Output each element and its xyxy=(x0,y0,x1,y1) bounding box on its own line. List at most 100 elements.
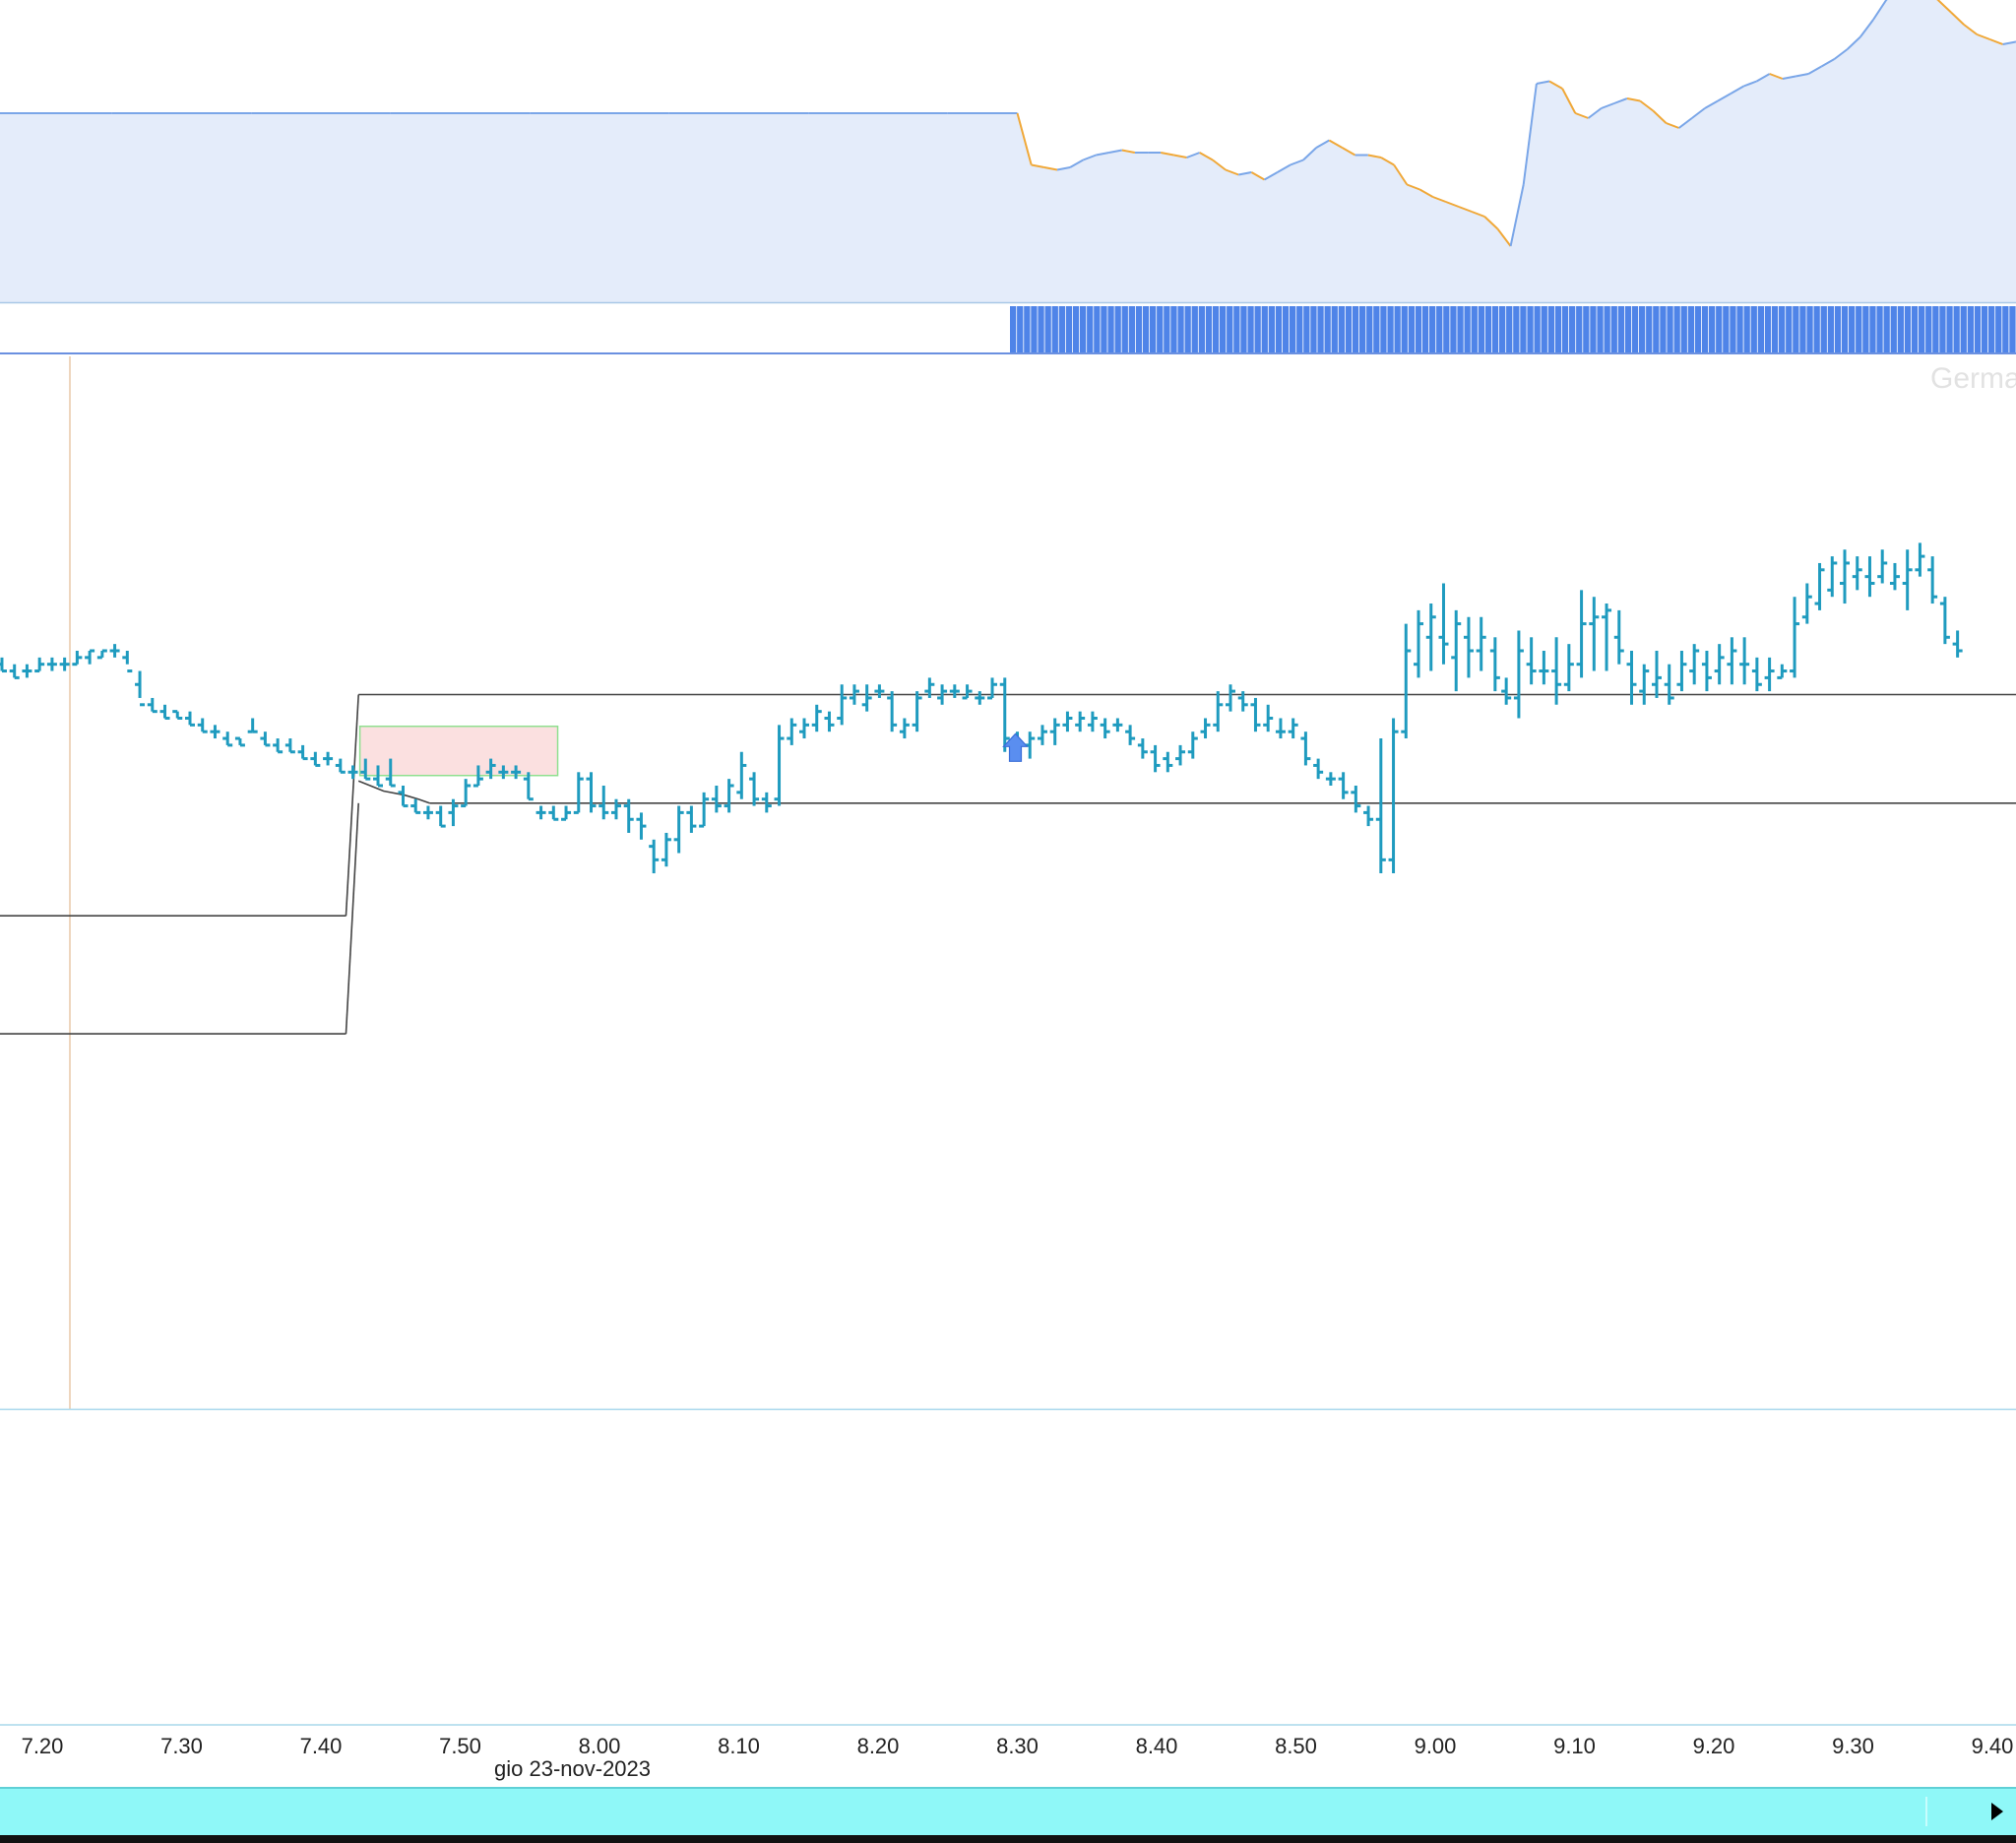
volume-bar xyxy=(1114,306,1121,352)
x-tick-label: 8.10 xyxy=(718,1734,760,1758)
indicator-segment xyxy=(1717,93,1732,102)
ohlc-bar xyxy=(422,805,433,820)
ohlc-bar xyxy=(1338,772,1349,799)
volume-bars[interactable] xyxy=(1010,306,2016,352)
ohlc-bar xyxy=(1125,725,1136,745)
ohlc-bar xyxy=(273,738,284,754)
ohlc-bar xyxy=(1915,542,1925,577)
scroll-right-button[interactable] xyxy=(1983,1795,2012,1828)
volume-bar xyxy=(1157,306,1164,352)
ohlc-bar xyxy=(837,684,848,726)
volume-bar xyxy=(1254,306,1261,352)
ohlc-bar xyxy=(1300,731,1311,766)
ohlc-bar xyxy=(1075,711,1086,732)
ohlc-bar xyxy=(1714,644,1725,685)
volume-bar xyxy=(1401,306,1408,352)
ohlc-bar xyxy=(824,711,835,732)
ohlc-bar xyxy=(1062,711,1073,732)
x-tick-label: 7.20 xyxy=(22,1734,64,1758)
volume-bar xyxy=(1869,306,1876,352)
ohlc-bar xyxy=(999,677,1010,752)
volume-bar xyxy=(1240,306,1247,352)
volume-strip xyxy=(0,306,2016,354)
ohlc-bar xyxy=(1902,549,1913,610)
volume-bar xyxy=(1799,306,1806,352)
volume-bar xyxy=(1736,306,1743,352)
level-lines[interactable] xyxy=(0,693,2016,1035)
volume-bar xyxy=(1694,306,1702,352)
volume-bar xyxy=(1764,306,1772,352)
ohlc-bar xyxy=(1651,651,1662,698)
indicator-line xyxy=(0,0,2016,247)
x-tick-label: 7.50 xyxy=(439,1734,481,1758)
ohlc-bar xyxy=(962,684,973,700)
volume-bar xyxy=(1080,306,1087,352)
buy-arrow-icon[interactable] xyxy=(1002,732,1029,762)
ohlc-bar xyxy=(636,812,647,840)
indicator-segment xyxy=(1161,152,1174,157)
volume-bar xyxy=(1967,306,1974,352)
scroll-thumb-edge[interactable] xyxy=(1925,1797,1927,1826)
indicator-segment xyxy=(1016,112,1033,165)
indicator-segment xyxy=(1471,211,1485,218)
volume-bar xyxy=(1212,306,1220,352)
volume-bar xyxy=(1919,306,1925,352)
volume-bar xyxy=(1604,306,1610,352)
volume-bar xyxy=(1597,306,1604,352)
x-tick-label: 7.30 xyxy=(160,1734,203,1758)
volume-bar xyxy=(1177,306,1184,352)
volume-bar xyxy=(1421,306,1429,352)
ohlc-bar xyxy=(523,772,534,801)
volume-bar xyxy=(1653,306,1660,352)
ohlc-bar xyxy=(1250,697,1261,732)
ohlc-bar xyxy=(1689,644,1700,685)
highlight-box[interactable] xyxy=(358,725,559,777)
indicator-segment xyxy=(1730,85,1744,95)
volume-bar xyxy=(1317,306,1324,352)
ohlc-bar xyxy=(1727,637,1737,685)
ohlc-bar xyxy=(122,651,133,673)
volume-bar xyxy=(1709,306,1716,352)
ohlc-bar xyxy=(1451,609,1462,692)
ohlc-bar xyxy=(247,718,258,733)
volume-bar xyxy=(1624,306,1632,352)
ohlc-bar xyxy=(561,805,572,821)
x-tick-label: 9.30 xyxy=(1832,1734,1874,1758)
volume-bar xyxy=(1415,306,1422,352)
indicator-area xyxy=(0,0,2016,302)
volume-bar xyxy=(1590,306,1597,352)
ohlc-bar xyxy=(1639,664,1650,705)
ohlc-bar xyxy=(1414,609,1424,678)
ohlc-bar xyxy=(297,744,308,761)
ohlc-bar xyxy=(234,736,245,747)
indicator-segment xyxy=(1561,88,1577,114)
volume-bar xyxy=(1939,306,1946,352)
volume-bar xyxy=(1897,306,1904,352)
indicator-segment xyxy=(1108,149,1122,154)
volume-bar xyxy=(1786,306,1793,352)
indicator-segment xyxy=(1264,171,1279,181)
indicator-segment xyxy=(1328,139,1343,149)
ohlc-bar xyxy=(1952,630,1963,658)
indicator-segment xyxy=(1976,33,1990,40)
ohlc-bars[interactable] xyxy=(0,542,1963,874)
ohlc-bar xyxy=(887,691,898,732)
volume-bar xyxy=(1324,306,1331,352)
volume-bar xyxy=(1436,306,1443,352)
indicator-segment xyxy=(1782,75,1796,80)
volume-bar xyxy=(1058,306,1065,352)
horizontal-scrollbar[interactable] xyxy=(0,1787,2016,1835)
volume-bar xyxy=(1813,306,1820,352)
indicator-segment xyxy=(1820,58,1835,68)
ohlc-bar xyxy=(874,684,885,698)
ohlc-bar xyxy=(1388,718,1399,874)
volume-bar xyxy=(1883,306,1890,352)
ohlc-bar xyxy=(1351,786,1361,813)
indicator-segment xyxy=(1496,227,1512,247)
watermark: Germa xyxy=(1930,362,2016,395)
ohlc-bar xyxy=(448,798,459,827)
ohlc-bar xyxy=(72,651,83,667)
ohlc-bar xyxy=(774,725,785,806)
ohlc-bar xyxy=(761,792,772,813)
x-tick-label: 8.30 xyxy=(996,1734,1039,1758)
